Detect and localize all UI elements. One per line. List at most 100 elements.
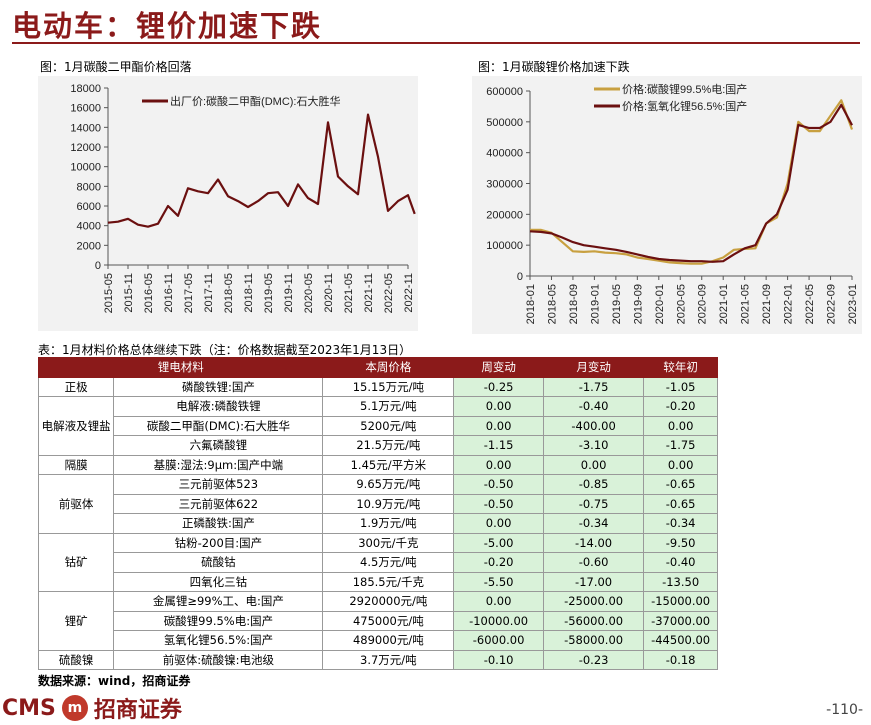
ytd-change-cell: -1.05 bbox=[643, 376, 718, 397]
weekly-change-cell: -0.25 bbox=[453, 376, 544, 397]
x-tick-label: 2021-01 bbox=[718, 284, 730, 324]
series-line-0 bbox=[107, 113, 416, 228]
y-tick-label: 500000 bbox=[486, 117, 523, 129]
table-row: 四氧化三钴 185.5元/千克 -5.50 -17.00 -13.50 bbox=[39, 571, 718, 592]
price-cell: 9.65万元/吨 bbox=[322, 474, 455, 495]
table-row: 碳酸锂99.5%电:国产 475000元/吨 -10000.00 -56000.00-… bbox=[39, 610, 718, 631]
category-cell: 正极 bbox=[37, 376, 115, 397]
table-row: 碳酸二甲酯(DMC):石大胜华 5200元/吨 0.00 -400.00 0.00 bbox=[39, 415, 718, 436]
ytd-change-cell: -0.40 bbox=[643, 552, 718, 573]
weekly-change-cell: -6000.00 bbox=[453, 630, 544, 651]
dmc-price-chart: 0 2000 4000 6000 8000 10000 12000 14000 16000 180… bbox=[70, 83, 416, 313]
table-caption: 表：1月材料价格总体继续下跌（注：价格数据截至2023年1月13日） bbox=[38, 343, 412, 357]
monthly-change-cell: -0.40 bbox=[542, 396, 645, 417]
table-row: 硫酸钴 4.5万元/吨 -0.20 -0.60 -0.40 bbox=[39, 552, 718, 573]
price-cell: 185.5元/千克 bbox=[322, 571, 455, 592]
y-tick-label: 0 bbox=[517, 271, 523, 283]
weekly-change-cell: -1.15 bbox=[453, 435, 544, 456]
series-line-1 bbox=[529, 103, 853, 263]
y-tick-label: 400000 bbox=[486, 148, 523, 160]
x-tick-label: 2016-05 bbox=[143, 273, 155, 313]
x-tick-label: 2019-05 bbox=[611, 284, 623, 324]
y-tick-label: 12000 bbox=[70, 142, 101, 154]
ytd-change-cell: -0.34 bbox=[643, 513, 718, 534]
y-tick-label: 0 bbox=[95, 260, 101, 272]
column-header: 月变动 bbox=[542, 357, 645, 378]
weekly-change-cell: -10000.00 bbox=[453, 610, 544, 631]
table-row: 三元前驱体622 10.9万元/吨 -0.50 -0.75 -0.65 bbox=[39, 493, 718, 514]
category-cell: 电解液及锂盐 bbox=[37, 396, 115, 456]
chart1-caption: 图：1月碳酸二甲酯价格回落 bbox=[40, 60, 192, 74]
monthly-change-cell: -56000.00 bbox=[542, 610, 645, 631]
monthly-change-cell: -400.00 bbox=[542, 415, 645, 436]
monthly-change-cell: -17.00 bbox=[542, 571, 645, 592]
x-tick-label: 2020-11 bbox=[323, 273, 335, 313]
price-cell: 1.45元/平方米 bbox=[322, 454, 455, 475]
column-header: 锂电材料 bbox=[37, 357, 324, 378]
material-cell: 电解液:磷酸铁锂 bbox=[113, 396, 324, 417]
weekly-change-cell: 0.00 bbox=[453, 415, 544, 436]
y-tick-label: 200000 bbox=[486, 209, 523, 221]
monthly-change-cell: -0.75 bbox=[542, 493, 645, 514]
price-cell: 2920000元/吨 bbox=[322, 591, 455, 612]
x-tick-label: 2020-05 bbox=[303, 273, 315, 313]
ytd-change-cell: -15000.00 bbox=[643, 591, 718, 612]
material-cell: 金属锂≥99%工、电:国产 bbox=[113, 591, 324, 612]
x-tick-label: 2018-01 bbox=[525, 284, 537, 324]
x-tick-label: 2019-11 bbox=[283, 273, 295, 313]
y-tick-label: 100000 bbox=[486, 240, 523, 252]
chart2-caption: 图：1月碳酸锂价格加速下跌 bbox=[478, 60, 630, 74]
weekly-change-cell: 0.00 bbox=[453, 513, 544, 534]
material-cell: 氢氧化锂56.5%:国产 bbox=[113, 630, 324, 651]
column-header: 较年初 bbox=[643, 357, 718, 378]
title-rule bbox=[12, 42, 860, 44]
x-tick-label: 2016-11 bbox=[163, 273, 175, 313]
category-cell: 隔膜 bbox=[37, 454, 115, 475]
x-tick-label: 2020-05 bbox=[675, 284, 687, 324]
category-cell: 硫酸镍 bbox=[37, 649, 115, 670]
y-tick-label: 6000 bbox=[77, 201, 101, 213]
x-tick-label: 2021-05 bbox=[343, 273, 355, 313]
x-tick-label: 2021-05 bbox=[740, 284, 752, 324]
weekly-change-cell: 0.00 bbox=[453, 591, 544, 612]
y-tick-label: 2000 bbox=[77, 240, 101, 252]
x-tick-label: 2018-11 bbox=[243, 273, 255, 313]
monthly-change-cell: -0.60 bbox=[542, 552, 645, 573]
price-cell: 3.7万元/吨 bbox=[322, 649, 455, 670]
weekly-change-cell: -5.00 bbox=[453, 532, 544, 553]
material-cell: 六氟磷酸锂 bbox=[113, 435, 324, 456]
logo-text: CMS bbox=[2, 695, 56, 721]
x-tick-label: 2023-01 bbox=[847, 284, 859, 324]
weekly-change-cell: -0.50 bbox=[453, 474, 544, 495]
material-cell: 三元前驱体523 bbox=[113, 474, 324, 495]
monthly-change-cell: -0.85 bbox=[542, 474, 645, 495]
table-row: 电解液及锂盐 电解液:磷酸铁锂 5.1万元/吨 0.00 -0.40 -0.20 bbox=[37, 396, 718, 456]
x-tick-label: 2019-09 bbox=[632, 284, 644, 324]
x-tick-label: 2015-05 bbox=[103, 273, 115, 313]
price-cell: 1.9万元/吨 bbox=[322, 513, 455, 534]
monthly-change-cell: 0.00 bbox=[542, 454, 645, 475]
price-cell: 4.5万元/吨 bbox=[322, 552, 455, 573]
x-tick-label: 2022-05 bbox=[804, 284, 816, 324]
material-cell: 基膜:湿法:9μm:国产中端 bbox=[113, 454, 324, 475]
weekly-change-cell: 0.00 bbox=[453, 454, 544, 475]
price-cell: 475000元/吨 bbox=[322, 610, 455, 631]
ytd-change-cell: -37000.00 bbox=[643, 610, 718, 631]
legend-label: 价格:氢氧化锂56.5%:国产 bbox=[622, 99, 747, 113]
x-tick-label: 2015-11 bbox=[123, 273, 135, 313]
price-cell: 489000元/吨 bbox=[322, 630, 455, 651]
category-cell: 钴矿 bbox=[37, 532, 115, 592]
ytd-change-cell: 0.00 bbox=[643, 454, 718, 475]
company-logo: CMS m 招商证券 bbox=[2, 692, 182, 724]
column-header: 周变动 bbox=[453, 357, 544, 378]
table-row: 硫酸镍 前驱体:硫酸镍:电池级 3.7万元/吨 -0.10 -0.23 -0.18 bbox=[37, 649, 718, 670]
y-tick-label: 600000 bbox=[486, 86, 523, 98]
price-cell: 21.5万元/吨 bbox=[322, 435, 455, 456]
y-tick-label: 300000 bbox=[486, 179, 523, 191]
page-number: -110- bbox=[826, 702, 863, 718]
series-line-0 bbox=[530, 99, 854, 265]
table-row: 隔膜 基膜:湿法:9μm:国产中端 1.45元/平方米 0.00 0.00 0.00 bbox=[37, 454, 718, 475]
ytd-change-cell: 0.00 bbox=[643, 415, 718, 436]
x-tick-label: 2017-05 bbox=[183, 273, 195, 313]
monthly-change-cell: -3.10 bbox=[542, 435, 645, 456]
